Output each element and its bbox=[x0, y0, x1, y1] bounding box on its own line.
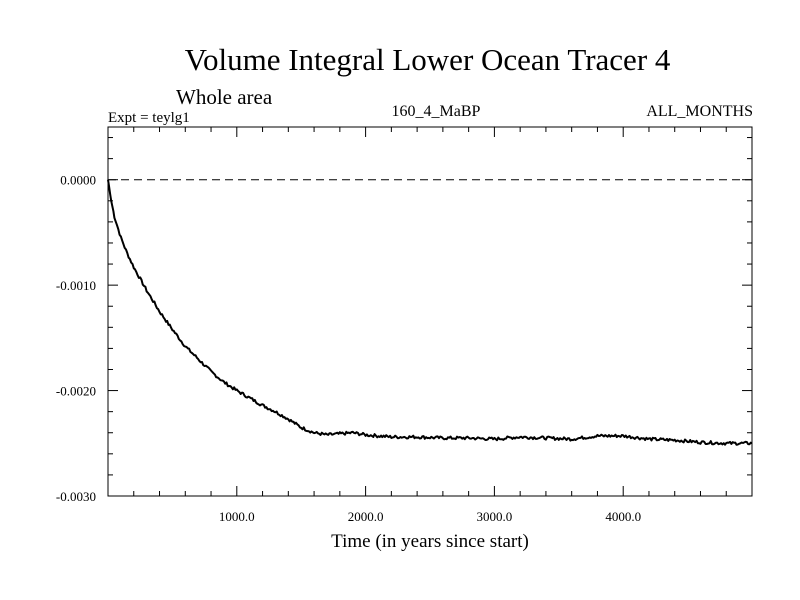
y-tick-label: -0.0030 bbox=[56, 489, 96, 504]
plot-frame bbox=[107, 126, 753, 497]
x-tick-label: 1000.0 bbox=[219, 509, 255, 524]
chart-subtitle: Whole area bbox=[176, 85, 273, 109]
axis-tick-labels: 1000.0 2000.0 3000.0 4000.0 0.0000 -0.0010 -0.… bbox=[56, 173, 641, 524]
y-tick-label: 0.0000 bbox=[60, 173, 96, 188]
axis-ticks bbox=[108, 127, 752, 496]
x-tick-label: 3000.0 bbox=[477, 509, 513, 524]
x-axis-label: Time (in years since start) bbox=[331, 531, 529, 552]
data-series-line bbox=[107, 179, 753, 446]
x-tick-label: 4000.0 bbox=[605, 509, 641, 524]
months-label: ALL_MONTHS bbox=[646, 103, 753, 120]
experiment-label: Expt = teylg1 bbox=[108, 110, 190, 126]
y-tick-label: -0.0010 bbox=[56, 278, 96, 293]
run-id-label: 160_4_MaBP bbox=[391, 103, 481, 120]
chart-title: Volume Integral Lower Ocean Tracer 4 bbox=[184, 42, 671, 77]
y-tick-label: -0.0020 bbox=[56, 384, 96, 399]
x-tick-label: 2000.0 bbox=[348, 509, 384, 524]
